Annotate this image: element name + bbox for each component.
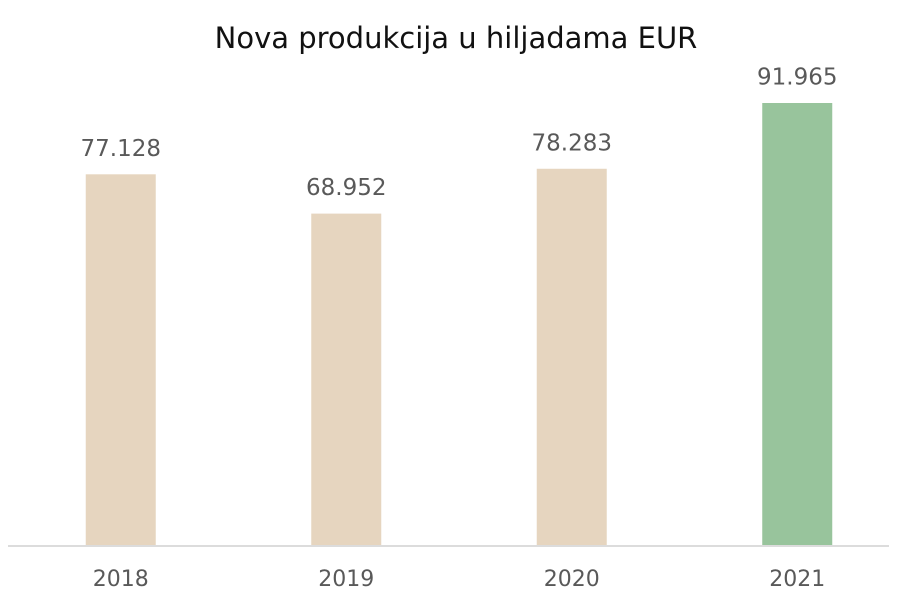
bar (311, 213, 382, 545)
x-tick-label: 2019 (318, 567, 374, 591)
x-tick-label: 2021 (769, 567, 825, 591)
value-label: 91.965 (757, 65, 837, 91)
chart-title: Nova produkcija u hiljadama EUR (215, 21, 698, 55)
x-tick-label: 2020 (544, 567, 600, 591)
value-label: 77.128 (81, 136, 161, 162)
x-tick-label: 2018 (93, 567, 149, 591)
value-label: 78.283 (532, 130, 612, 156)
bar (85, 174, 156, 545)
bar (536, 168, 607, 545)
bar (762, 103, 833, 545)
value-label: 68.952 (306, 175, 386, 201)
